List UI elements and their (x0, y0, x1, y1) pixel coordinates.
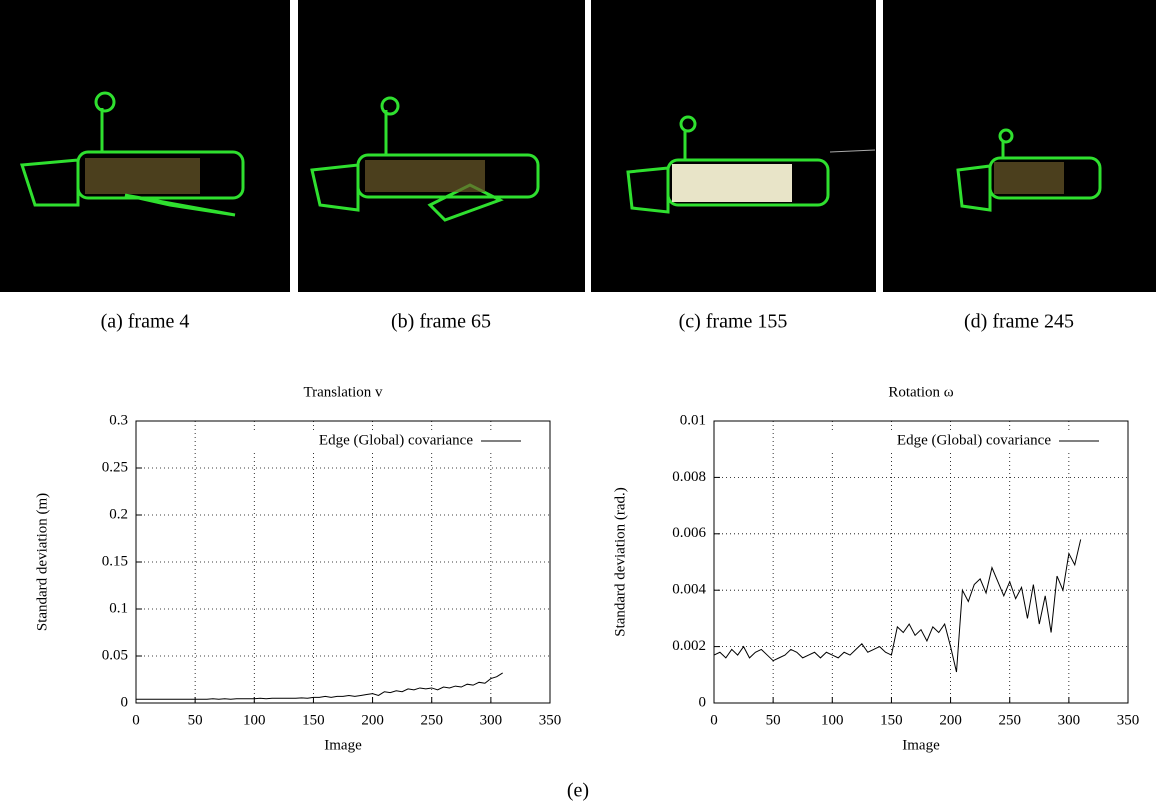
y-tick-label: 0.15 (102, 553, 128, 569)
photo (591, 0, 876, 292)
x-tick-label: 100 (243, 712, 266, 728)
x-tick-label: 200 (939, 712, 962, 728)
y-axis-label: Standard deviation (rad.) (612, 487, 628, 637)
y-tick-label: 0.01 (680, 412, 706, 428)
x-axis-label: Image (902, 737, 940, 753)
y-tick-label: 0.25 (102, 459, 128, 475)
photo (0, 0, 290, 292)
x-tick-label: 300 (480, 712, 503, 728)
x-tick-label: 200 (361, 712, 384, 728)
y-tick-label: 0.002 (672, 638, 706, 654)
y-tick-label: 0.004 (672, 582, 706, 598)
x-tick-label: 0 (132, 712, 140, 728)
x-tick-label: 250 (420, 712, 443, 728)
x-tick-label: 250 (998, 712, 1021, 728)
data-line (713, 539, 1082, 673)
legend-label: Edge (Global) covariance (897, 432, 1051, 448)
x-tick-label: 350 (539, 712, 562, 728)
y-tick-label: 0.006 (672, 525, 706, 541)
photo (883, 0, 1156, 292)
y-tick-label: 0.05 (102, 647, 128, 663)
y-axis-label: Standard deviation (m) (34, 493, 50, 631)
photo (298, 0, 585, 292)
y-tick-label: 0 (121, 694, 129, 710)
y-tick-label: 0 (699, 694, 707, 710)
legend-bg (201, 431, 531, 451)
chart-title: Translation v (303, 384, 383, 400)
x-tick-label: 50 (188, 712, 203, 728)
x-tick-label: 150 (880, 712, 903, 728)
y-tick-label: 0.1 (109, 600, 128, 616)
x-tick-label: 300 (1058, 712, 1081, 728)
plot-frame (713, 420, 1129, 704)
caption: (c) frame 155 (679, 311, 788, 333)
x-tick-label: 50 (766, 712, 781, 728)
legend-label: Edge (Global) covariance (319, 432, 473, 448)
x-tick-label: 350 (1117, 712, 1140, 728)
legend-bg (779, 431, 1109, 451)
y-tick-label: 0.3 (109, 412, 128, 428)
x-tick-label: 150 (302, 712, 325, 728)
y-tick-label: 0.2 (109, 506, 128, 522)
x-tick-label: 0 (710, 712, 718, 728)
chart-title: Rotation ω (888, 384, 953, 400)
x-axis-label: Image (324, 737, 362, 753)
x-tick-label: 100 (821, 712, 844, 728)
y-tick-label: 0.008 (672, 469, 706, 485)
data-line (136, 672, 503, 700)
caption: (d) frame 245 (964, 311, 1074, 333)
caption: (a) frame 4 (101, 311, 190, 333)
caption: (b) frame 65 (391, 311, 491, 333)
plot-frame (135, 420, 551, 704)
caption: (e) (567, 780, 589, 802)
